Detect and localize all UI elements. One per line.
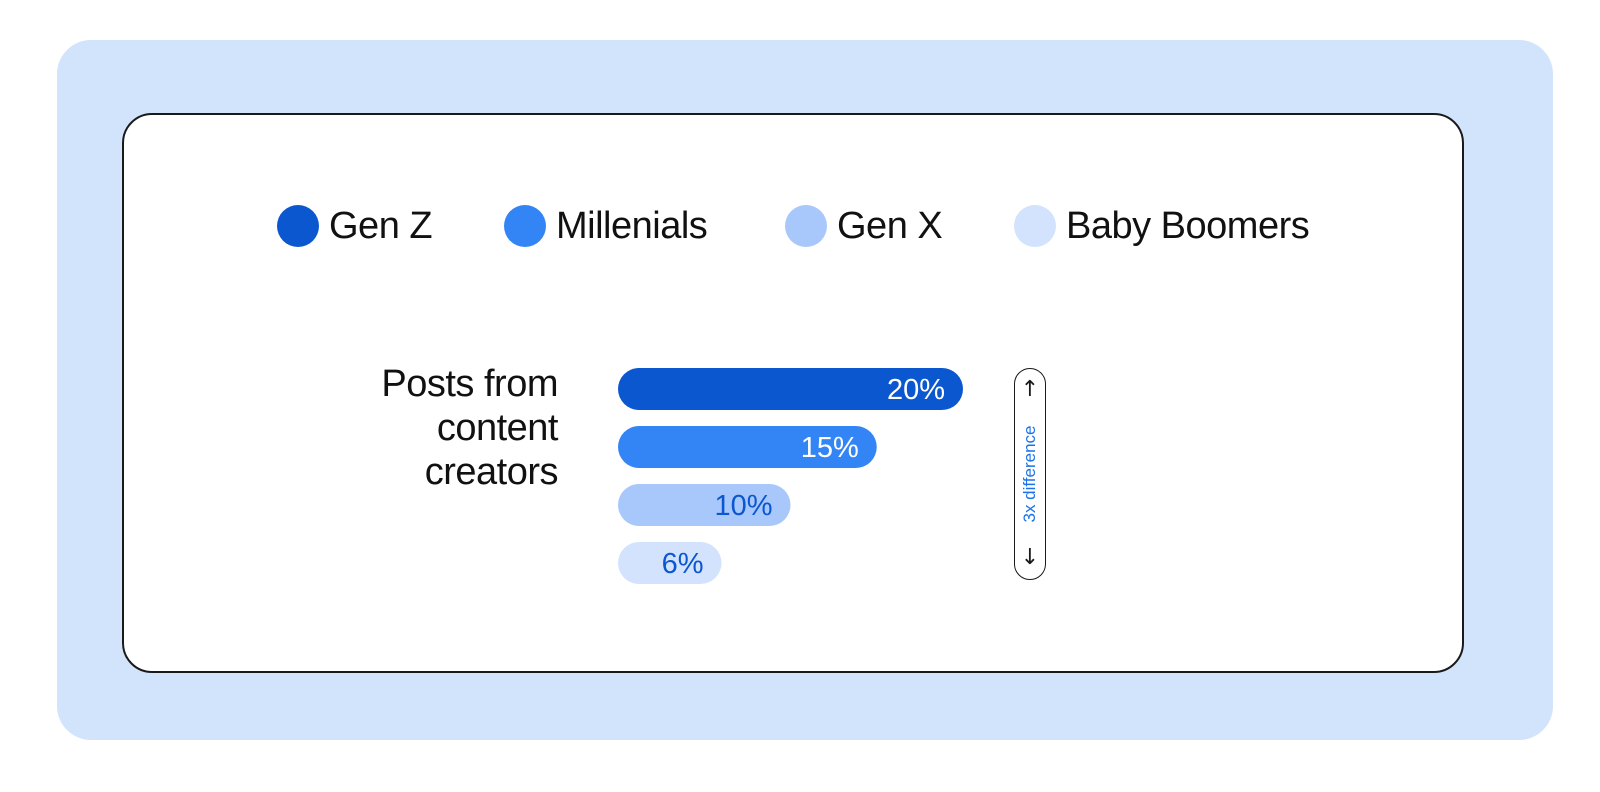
bar-value-gen-z: 20%	[887, 374, 945, 406]
legend-label-gen-z: Gen Z	[329, 204, 433, 247]
arrow-up-icon: ↑	[1020, 377, 1040, 402]
arrow-down-icon: ↓	[1020, 545, 1040, 570]
bar-gen-x	[618, 484, 791, 526]
legend-swatch-gen-x	[785, 205, 827, 247]
difference-label: 3x difference	[1020, 425, 1039, 523]
difference-indicator: ↑ 3x difference ↓	[1014, 368, 1046, 580]
legend-swatch-millenials	[504, 205, 546, 247]
legend-item-baby-boomers: Baby Boomers	[1014, 204, 1310, 247]
legend-item-gen-z: Gen Z	[277, 204, 433, 247]
legend-item-millenials: Millenials	[504, 204, 708, 247]
row-label: Posts from content creators	[381, 363, 558, 493]
bar-baby-boomers	[618, 542, 722, 584]
legend-label-millenials: Millenials	[556, 204, 708, 247]
bar-value-baby-boomers: 6%	[662, 548, 704, 580]
bar-gen-z	[618, 368, 963, 410]
legend-label-gen-x: Gen X	[837, 204, 943, 247]
bar-millenials	[618, 426, 877, 468]
legend-swatch-gen-z	[277, 205, 319, 247]
legend-item-gen-x: Gen X	[785, 204, 943, 247]
legend-swatch-baby-boomers	[1014, 205, 1056, 247]
legend-label-baby-boomers: Baby Boomers	[1066, 204, 1310, 247]
bar-value-gen-x: 10%	[714, 490, 772, 522]
bar-value-millenials: 15%	[801, 432, 859, 464]
